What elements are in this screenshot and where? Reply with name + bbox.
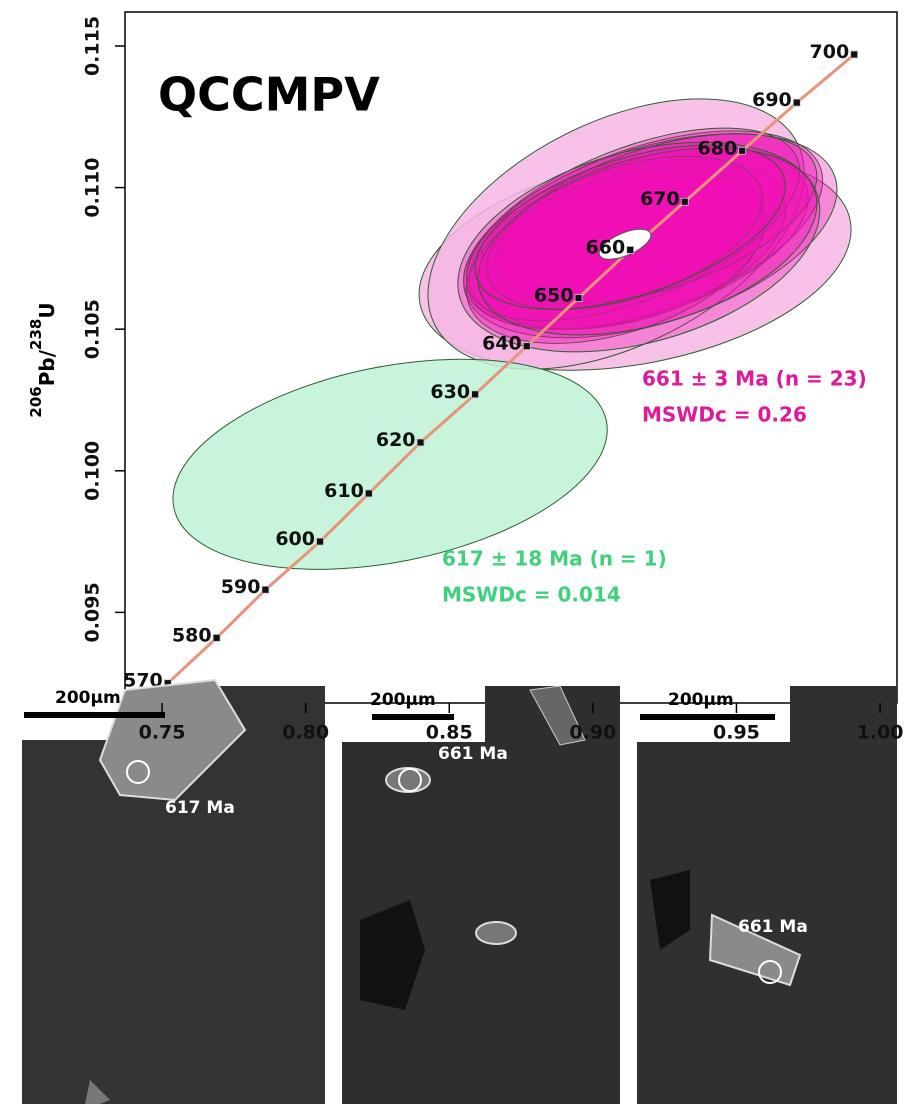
y-tick-label: 0.095 [82, 582, 104, 642]
cl-image-panel: 200μm 617 Ma [22, 680, 325, 1104]
y-tick-label: 0.115 [82, 16, 104, 76]
age-marker [851, 51, 858, 58]
age-label: 650 [534, 285, 574, 307]
age-label: 640 [482, 333, 522, 355]
x-tick-label: 0.80 [282, 722, 329, 744]
age-marker [739, 147, 746, 154]
y-tick-label: 0.105 [82, 299, 104, 359]
age-label: 600 [275, 528, 315, 550]
grain [386, 768, 430, 792]
image-label: 661 Ma [738, 917, 808, 937]
annotation: MSWDc = 0.26 [642, 403, 807, 427]
x-tick-label: 1.00 [857, 722, 904, 744]
x-tick-label: 0.95 [713, 722, 760, 744]
age-marker [523, 343, 530, 350]
age-label: 590 [221, 576, 261, 598]
age-marker [365, 490, 372, 497]
scale-label: 200μm [55, 688, 121, 708]
cl-image-panel: 200μm 661 Ma [342, 686, 620, 1104]
age-label: 680 [698, 137, 738, 159]
age-marker [262, 586, 269, 593]
age-label: 620 [376, 429, 416, 451]
scale-label: 200μm [370, 690, 436, 710]
age-marker [627, 246, 634, 253]
isotope-symbol: U [35, 302, 59, 318]
x-tick-label: 0.90 [569, 722, 616, 744]
age-label: 690 [752, 89, 792, 111]
cl-image-panel: 200μm 661 Ma [637, 686, 897, 1104]
y-tick-label: 0.100 [82, 441, 104, 501]
annotation: 617 ± 18 Ma (n = 1) [442, 547, 667, 571]
image-label: 661 Ma [438, 744, 508, 764]
x-tick-label: 0.85 [426, 722, 473, 744]
age-marker [681, 198, 688, 205]
age-marker [472, 391, 479, 398]
grain [476, 922, 516, 944]
figure: 5705805906006106206306406506606706806907… [0, 0, 914, 1104]
annotation: 661 ± 3 Ma (n = 23) [642, 367, 867, 391]
y-tick-label: 0.110 [82, 158, 104, 218]
age-label: 700 [810, 41, 850, 63]
isotope-mass: 206 [27, 386, 45, 417]
chart-title: QCCMPV [158, 68, 380, 122]
x-tick-label: 0.75 [139, 722, 186, 744]
age-marker [213, 634, 220, 641]
scale-label: 200μm [668, 690, 734, 710]
age-marker [417, 439, 424, 446]
age-label: 610 [324, 480, 364, 502]
annotation: MSWDc = 0.014 [442, 583, 621, 607]
age-label: 670 [640, 188, 680, 210]
isotope-symbol: Pb/ [35, 349, 59, 386]
isotope-mass: 238 [27, 319, 45, 350]
age-marker [793, 99, 800, 106]
image-label: 617 Ma [165, 798, 235, 818]
age-label: 660 [586, 236, 626, 258]
age-marker [317, 538, 324, 545]
age-marker [575, 295, 582, 302]
age-label: 580 [172, 624, 212, 646]
age-label: 630 [430, 381, 470, 403]
